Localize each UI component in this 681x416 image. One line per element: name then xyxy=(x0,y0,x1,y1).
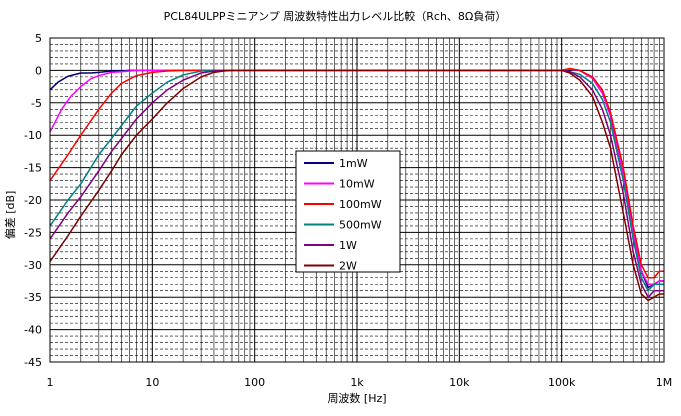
x-tick-label: 100 xyxy=(244,376,265,389)
y-tick-label: -20 xyxy=(24,194,42,207)
series-line-2w xyxy=(49,69,664,302)
legend-label: 10mW xyxy=(339,178,375,191)
legend-label: 1W xyxy=(339,239,357,252)
y-axis-label: 偏差 [dB] xyxy=(3,191,17,240)
y-tick-label: -25 xyxy=(24,226,42,239)
x-tick-label: 1 xyxy=(47,376,54,389)
y-tick-label: -30 xyxy=(24,259,42,272)
series-line-100mw xyxy=(49,67,664,279)
y-tick-label: -45 xyxy=(24,356,42,369)
legend-box xyxy=(295,150,401,273)
legend-label: 100mW xyxy=(339,198,382,211)
x-tick-label: 1k xyxy=(350,376,364,389)
series-lines xyxy=(49,67,664,302)
y-tick-label: -5 xyxy=(31,97,42,110)
x-tick-label: 1M xyxy=(656,376,673,389)
legend-label: 500mW xyxy=(339,219,382,232)
x-axis-tick-labels: 1 10 100 1k 10k 100k 1M xyxy=(47,376,673,389)
y-tick-label: -15 xyxy=(24,162,42,175)
y-tick-label: -35 xyxy=(24,291,42,304)
y-tick-label: 5 xyxy=(35,32,42,45)
chart-title: PCL84ULPPミニアンプ 周波数特性出力レベル比較（Rch、8Ω負荷） xyxy=(164,9,507,23)
legend-label: 2W xyxy=(339,260,357,273)
x-tick-label: 10 xyxy=(145,376,159,389)
legend: 1mW 10mW 100mW 500mW 1W 2W xyxy=(295,150,401,273)
y-tick-label: -40 xyxy=(24,324,42,337)
legend-label: 1mW xyxy=(339,157,368,170)
x-tick-label: 10k xyxy=(449,376,470,389)
x-tick-label: 100k xyxy=(548,376,576,389)
y-axis-tick-labels: 5 0 -5 -10 -15 -20 -25 -30 -35 -40 -45 xyxy=(24,32,42,369)
x-axis-label: 周波数 [Hz] xyxy=(327,392,386,405)
y-tick-label: 0 xyxy=(35,64,42,77)
plot-frame xyxy=(49,37,665,363)
y-tick-label: -10 xyxy=(24,129,42,142)
